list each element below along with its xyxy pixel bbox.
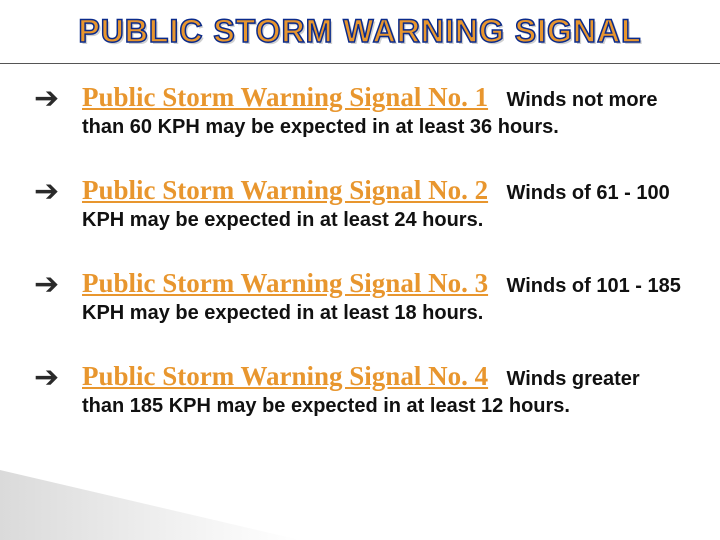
signal-heading: Public Storm Warning Signal No. 2 <box>82 175 488 205</box>
item-body: Public Storm Warning Signal No. 2 Winds … <box>82 175 686 234</box>
list-item: ➔ Public Storm Warning Signal No. 3 Wind… <box>34 268 686 327</box>
signal-heading: Public Storm Warning Signal No. 3 <box>82 268 488 298</box>
signal-heading: Public Storm Warning Signal No. 1 <box>82 82 488 112</box>
item-body: Public Storm Warning Signal No. 1 Winds … <box>82 82 686 141</box>
arrow-icon: ➔ <box>34 361 82 393</box>
title-bar: PUBLIC STORM WARNING SIGNAL <box>0 0 720 64</box>
list-item: ➔ Public Storm Warning Signal No. 1 Wind… <box>34 82 686 141</box>
item-body: Public Storm Warning Signal No. 4 Winds … <box>82 361 686 420</box>
arrow-icon: ➔ <box>34 82 82 114</box>
arrow-icon: ➔ <box>34 268 82 300</box>
page-title: PUBLIC STORM WARNING SIGNAL <box>78 13 641 50</box>
item-body: Public Storm Warning Signal No. 3 Winds … <box>82 268 686 327</box>
list-item: ➔ Public Storm Warning Signal No. 4 Wind… <box>34 361 686 420</box>
signal-heading: Public Storm Warning Signal No. 4 <box>82 361 488 391</box>
list-item: ➔ Public Storm Warning Signal No. 2 Wind… <box>34 175 686 234</box>
arrow-icon: ➔ <box>34 175 82 207</box>
content-area: ➔ Public Storm Warning Signal No. 1 Wind… <box>0 64 720 420</box>
decorative-wedge <box>0 470 300 540</box>
